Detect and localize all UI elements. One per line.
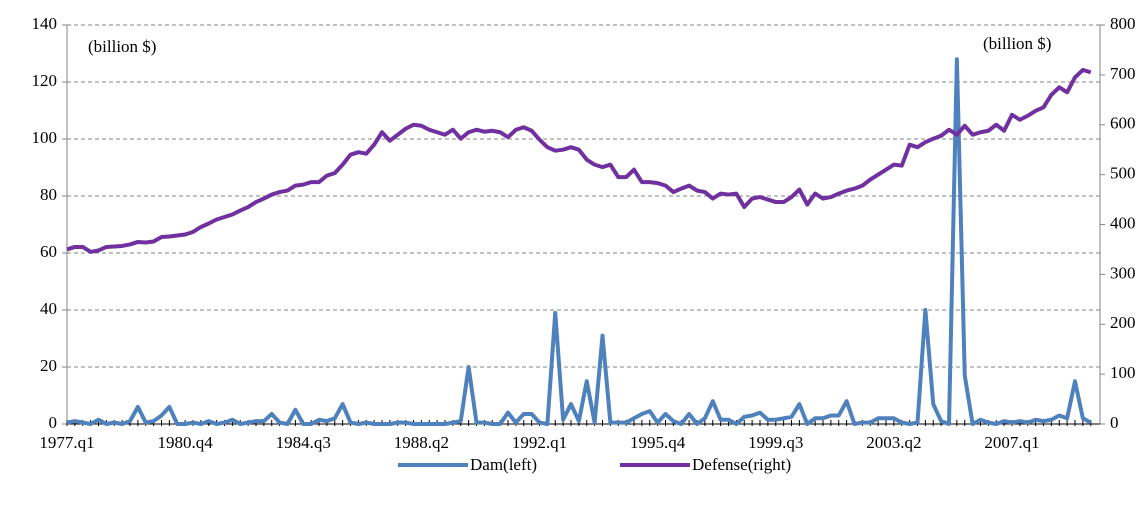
- series-line: [66, 67, 1092, 254]
- y2-tick-label: 300: [1110, 263, 1136, 282]
- y-tick-label: 60: [40, 242, 57, 261]
- x-tick-label: 1992.q1: [512, 433, 567, 452]
- x-tick-label: 2007.q1: [984, 433, 1039, 452]
- y-tick-label: 140: [32, 14, 58, 33]
- series-line: [66, 57, 1092, 426]
- legend-label: Dam(left): [470, 455, 537, 474]
- y-tick-label: 40: [40, 299, 57, 318]
- y-tick-label: 0: [49, 413, 58, 432]
- y-tick-label: 80: [40, 185, 57, 204]
- y2-tick-label: 0: [1110, 413, 1119, 432]
- y2-tick-label: 100: [1110, 363, 1136, 382]
- y-tick-label: 100: [32, 128, 58, 147]
- y-tick-label: 20: [40, 356, 57, 375]
- y2-tick-label: 800: [1110, 14, 1136, 33]
- y2-tick-label: 700: [1110, 64, 1136, 83]
- x-tick-label: 1988.q2: [394, 433, 449, 452]
- x-tick-label: 1980.q4: [158, 433, 214, 452]
- x-tick-label: 1995.q4: [630, 433, 686, 452]
- y2-tick-label: 500: [1110, 164, 1136, 183]
- annotation: (billion $): [88, 37, 156, 56]
- y2-tick-label: 400: [1110, 213, 1136, 232]
- y-tick-label: 120: [32, 71, 58, 90]
- x-tick-label: 1984.q3: [276, 433, 331, 452]
- y2-tick-label: 600: [1110, 114, 1136, 133]
- x-tick-label: 2003.q2: [866, 433, 921, 452]
- annotation: (billion $): [983, 34, 1051, 53]
- x-tick-label: 1999.q3: [748, 433, 803, 452]
- legend-label: Defense(right): [692, 455, 791, 474]
- y2-tick-label: 200: [1110, 313, 1136, 332]
- x-tick-label: 1977.q1: [39, 433, 94, 452]
